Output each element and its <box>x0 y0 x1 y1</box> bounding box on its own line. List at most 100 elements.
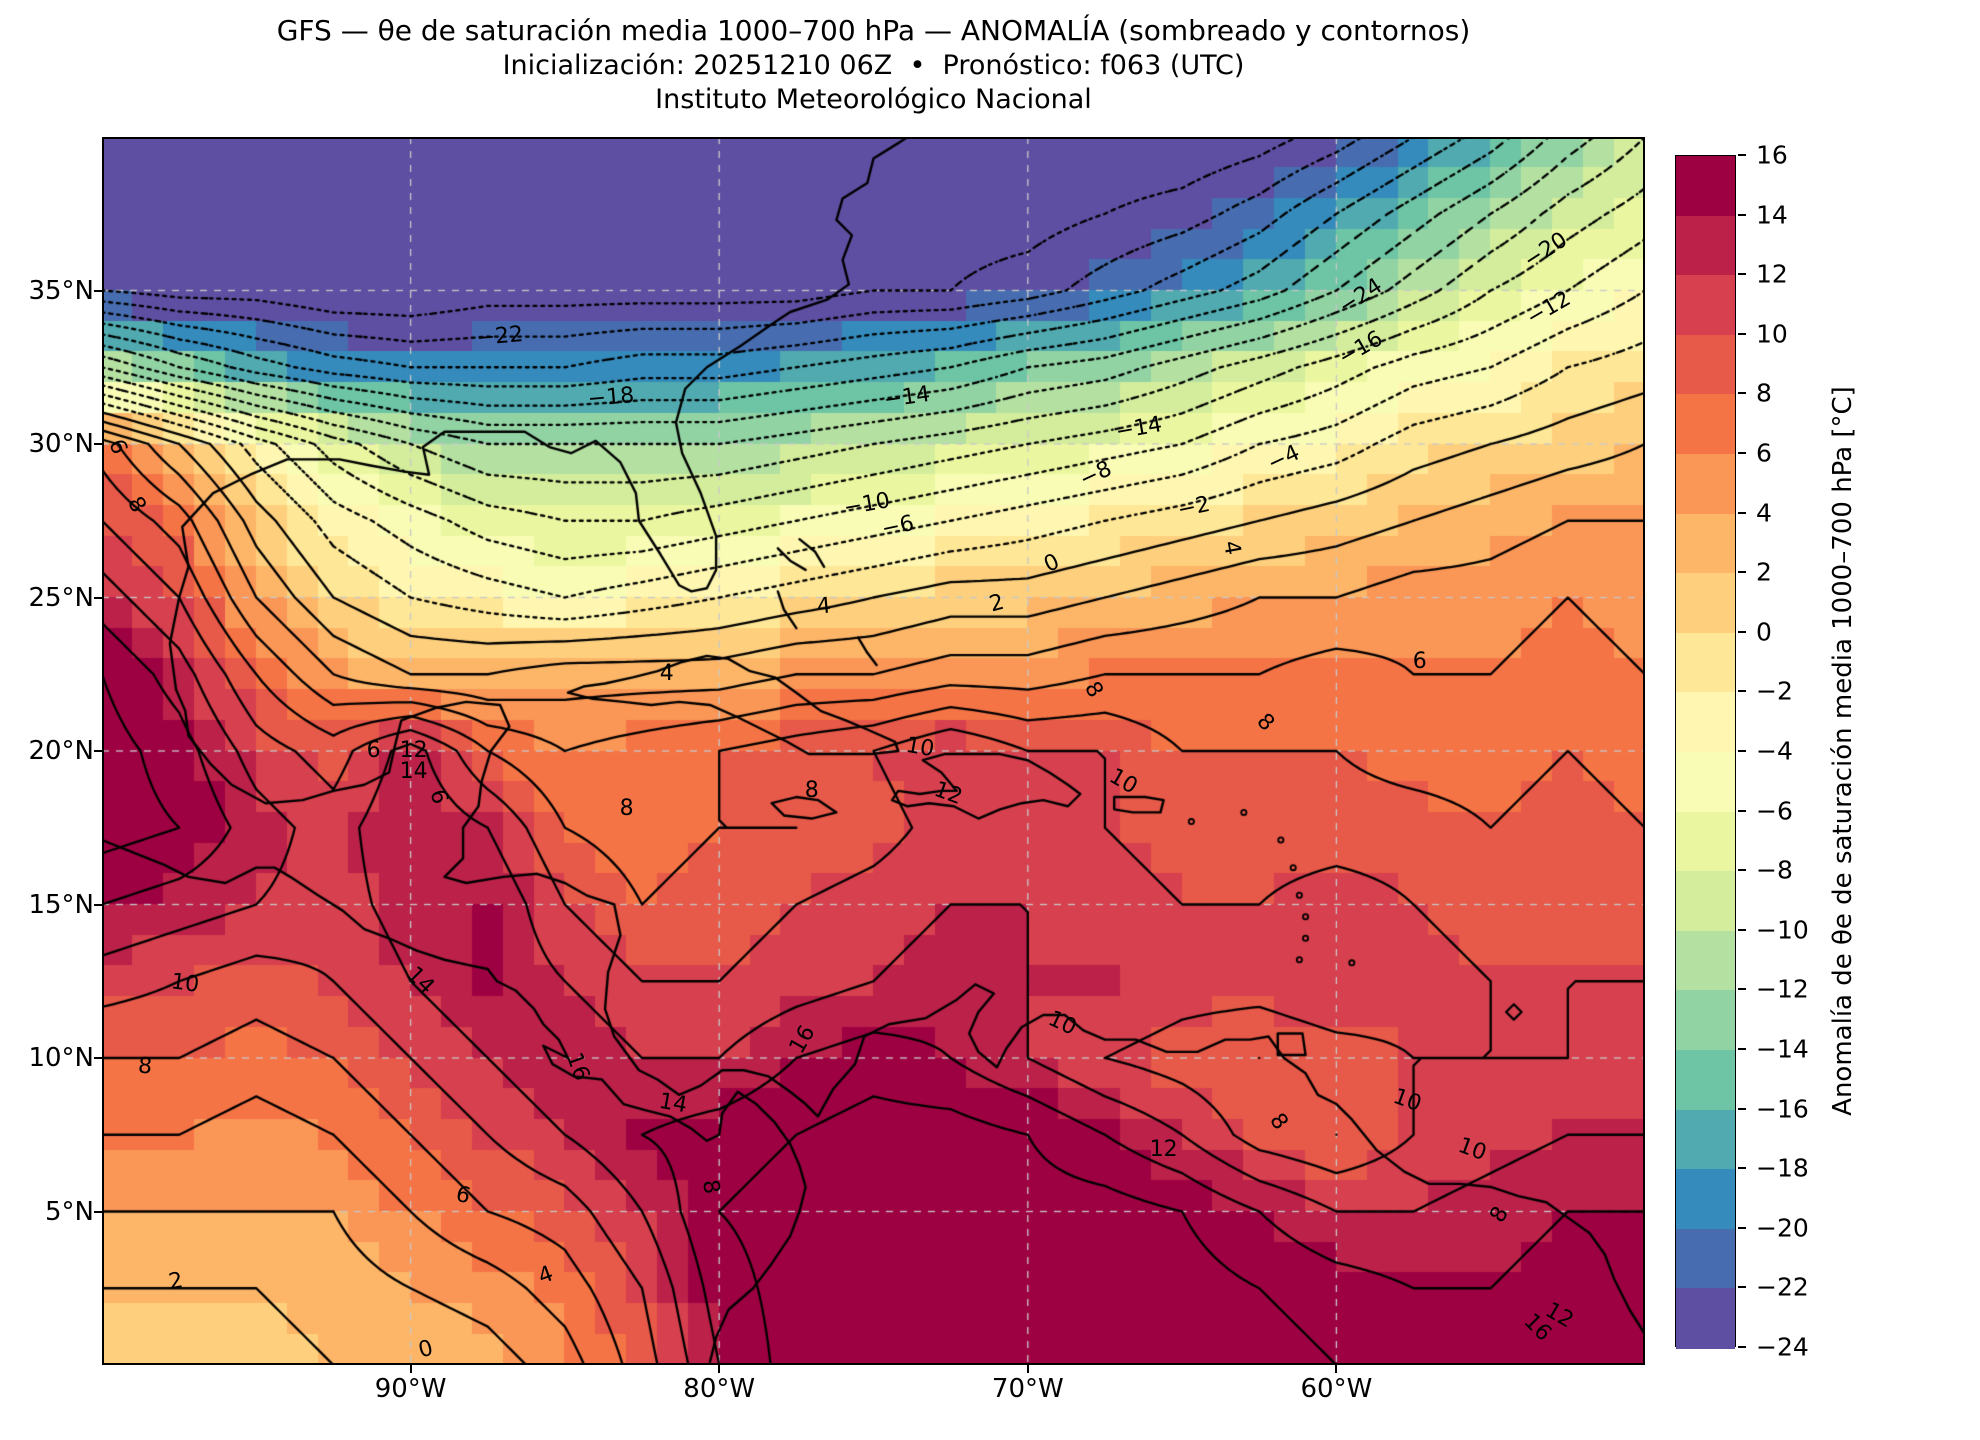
colorbar-tick-label: 4 <box>1756 498 1772 528</box>
colorbar-tick-label: −24 <box>1756 1332 1809 1362</box>
colorbar-tickmark <box>1738 1048 1746 1050</box>
figure-subtitle-init-forecast: Inicialización: 20251210 06Z • Pronóstic… <box>502 50 1245 81</box>
colorbar-segment <box>1676 394 1735 455</box>
y-tick-label: 35°N <box>28 275 94 306</box>
colorbar-tickmark <box>1738 869 1746 872</box>
colorbar-segment <box>1676 692 1735 753</box>
x-tickmark <box>1335 1365 1338 1373</box>
y-tickmark <box>94 443 102 445</box>
colorbar-tickmark <box>1738 511 1746 514</box>
colorbar-segment <box>1676 275 1735 336</box>
contour-label: −22 <box>475 321 525 351</box>
colorbar <box>1675 155 1736 1349</box>
colorbar-tick-label: 8 <box>1756 378 1772 408</box>
contour-label: 4 <box>816 593 833 620</box>
contour-label: 10 <box>903 732 936 763</box>
colorbar-segment <box>1676 1169 1735 1230</box>
colorbar-tickmark <box>1738 1167 1746 1170</box>
colorbar-tick-label: −20 <box>1756 1213 1809 1243</box>
colorbar-tick-label: −6 <box>1756 796 1793 826</box>
colorbar-tickmark <box>1738 392 1746 395</box>
colorbar-tickmark <box>1738 750 1746 752</box>
y-tick-label: 15°N <box>28 889 94 920</box>
colorbar-tick-label: 12 <box>1756 259 1788 289</box>
anomaly-map-canvas <box>102 137 1645 1365</box>
colorbar-tick-label: 16 <box>1756 140 1788 170</box>
contour-label: 12 <box>399 738 428 763</box>
colorbar-segment <box>1676 1228 1735 1290</box>
colorbar-axis-label: Anomalía de θe de saturación media 1000–… <box>1828 386 1858 1116</box>
y-tickmark <box>94 1057 102 1059</box>
colorbar-segment <box>1676 513 1735 575</box>
y-tick-label: 20°N <box>28 736 94 766</box>
x-tickmark <box>718 1365 721 1373</box>
colorbar-tick-label: 10 <box>1756 319 1788 349</box>
colorbar-tick-label: −8 <box>1756 855 1793 885</box>
x-tick-label: 90°W <box>374 1374 447 1404</box>
colorbar-tickmark <box>1738 928 1746 931</box>
colorbar-tickmark <box>1738 571 1746 574</box>
contour-label: 14 <box>399 759 428 785</box>
contour-label: 4 <box>659 661 674 687</box>
y-tick-label: 5°N <box>45 1196 94 1227</box>
figure-institution: Instituto Meteorológico Nacional <box>655 84 1092 115</box>
colorbar-tickmark <box>1738 1346 1746 1348</box>
x-tick-label: 70°W <box>991 1374 1064 1404</box>
colorbar-tickmark <box>1738 809 1746 812</box>
colorbar-segment <box>1676 871 1735 932</box>
contour-label: 6 <box>366 738 381 763</box>
colorbar-segment <box>1676 1109 1735 1171</box>
colorbar-segment <box>1676 1050 1735 1111</box>
colorbar-tickmark <box>1738 690 1746 693</box>
colorbar-tickmark <box>1738 988 1746 991</box>
x-tick-label: 60°W <box>1300 1374 1373 1404</box>
colorbar-tickmark <box>1738 332 1746 335</box>
colorbar-tick-label: 6 <box>1756 438 1772 468</box>
colorbar-tickmark <box>1738 154 1746 156</box>
contour-label: 8 <box>804 777 819 803</box>
colorbar-tick-label: −18 <box>1756 1153 1809 1183</box>
colorbar-segment <box>1676 990 1735 1051</box>
colorbar-tickmark <box>1738 630 1746 633</box>
contour-label: 12 <box>1149 1137 1178 1163</box>
colorbar-tick-label: 0 <box>1756 617 1772 647</box>
contour-label: 8 <box>137 1053 154 1080</box>
contour-label: 8 <box>619 796 634 822</box>
colorbar-tick-label: −4 <box>1756 736 1793 766</box>
y-tickmark <box>94 1210 102 1213</box>
y-tickmark <box>94 903 102 906</box>
colorbar-tick-label: 2 <box>1756 557 1772 587</box>
colorbar-tick-label: −22 <box>1756 1272 1809 1302</box>
colorbar-tick-label: −12 <box>1756 974 1809 1004</box>
colorbar-segment <box>1676 334 1735 396</box>
colorbar-tickmark <box>1738 1286 1746 1289</box>
colorbar-tick-label: −14 <box>1756 1034 1809 1064</box>
colorbar-segment <box>1676 573 1735 634</box>
colorbar-tickmark <box>1738 213 1746 216</box>
colorbar-tickmark <box>1738 273 1746 276</box>
contour-label: 10 <box>169 969 201 999</box>
colorbar-tick-label: −10 <box>1756 915 1809 945</box>
contour-label: 14 <box>657 1088 689 1119</box>
colorbar-segment <box>1676 215 1735 277</box>
x-tickmark <box>409 1365 412 1373</box>
colorbar-tick-label: −16 <box>1756 1094 1809 1124</box>
colorbar-segment <box>1676 1288 1735 1349</box>
y-tick-label: 25°N <box>28 582 94 613</box>
y-tickmark <box>94 289 102 292</box>
colorbar-tick-label: 14 <box>1756 200 1788 230</box>
colorbar-tick-label: −2 <box>1756 676 1793 706</box>
x-tickmark <box>1026 1365 1029 1373</box>
y-tick-label: 10°N <box>28 1043 94 1073</box>
y-tick-label: 30°N <box>28 429 94 459</box>
colorbar-segment <box>1676 752 1735 813</box>
x-tick-label: 80°W <box>683 1374 756 1404</box>
colorbar-tickmark <box>1738 1226 1746 1229</box>
y-tickmark <box>94 750 102 752</box>
colorbar-segment <box>1676 156 1735 217</box>
colorbar-tickmark <box>1738 452 1746 454</box>
colorbar-segment <box>1676 454 1735 515</box>
figure-title: GFS — θe de saturación media 1000–700 hP… <box>276 14 1471 47</box>
colorbar-segment <box>1676 930 1735 992</box>
